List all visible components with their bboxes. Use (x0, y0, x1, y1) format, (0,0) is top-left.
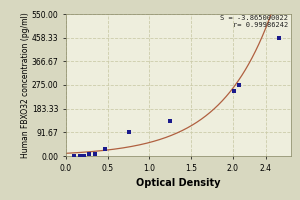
Point (82, 154, 87, 158)
Point (87, 152, 92, 155)
Point (276, 36, 281, 39)
X-axis label: Optical Density: Optical Density (136, 178, 221, 188)
Point (126, 131, 131, 134)
Point (72, 154, 77, 158)
Point (78, 154, 82, 158)
Point (93, 152, 98, 155)
Point (103, 147, 108, 151)
Point (237, 83, 242, 87)
Point (232, 89, 237, 92)
Point (168, 119, 172, 122)
Y-axis label: Human FBXO32 concentration (pg/ml): Human FBXO32 concentration (pg/ml) (21, 12, 30, 158)
Text: S = -3.865000022
r= 0.99986242: S = -3.865000022 r= 0.99986242 (220, 15, 288, 28)
